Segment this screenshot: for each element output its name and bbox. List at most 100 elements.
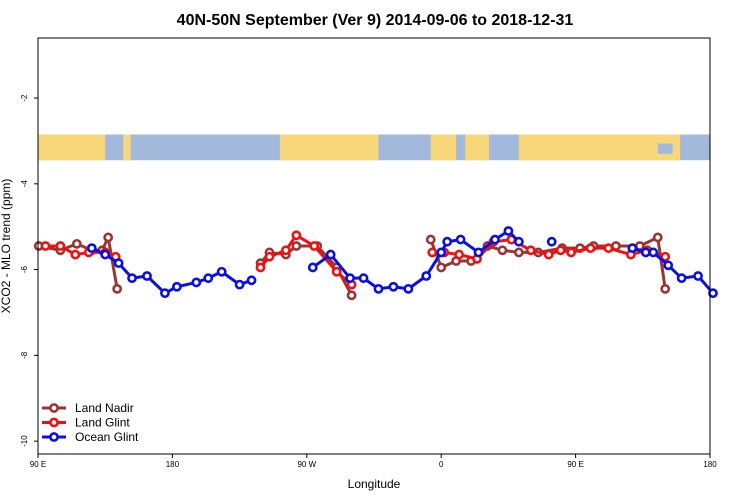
data-point (427, 247, 438, 258)
data-point (55, 241, 66, 251)
data-point (103, 232, 114, 243)
data-point (442, 236, 453, 247)
legend-entry: Land Nadir (75, 401, 134, 415)
data-point (454, 249, 465, 260)
series-line (259, 233, 353, 286)
legend-swatch-marker (49, 403, 59, 413)
data-point (309, 241, 320, 251)
x-tick-label: 90 E (30, 460, 46, 469)
data-point (291, 241, 302, 251)
data-point (127, 273, 137, 284)
data-point (676, 273, 687, 284)
data-point (497, 245, 508, 256)
data-point (280, 245, 291, 256)
data-point (113, 258, 124, 269)
data-point (652, 232, 663, 243)
data-point (40, 241, 51, 251)
x-tick-label: 180 (703, 460, 717, 469)
data-point (255, 262, 266, 273)
data-point (513, 247, 524, 258)
series-ocean-glint (86, 226, 718, 299)
data-point (566, 247, 577, 258)
legend-entry: Land Glint (75, 416, 130, 430)
data-point (358, 273, 369, 284)
data-point (543, 249, 554, 260)
data-point (503, 226, 514, 236)
x-tick-label: 90 E (567, 460, 583, 469)
data-point (403, 283, 414, 294)
data-point (473, 247, 484, 258)
x-tick-label: 0 (439, 460, 444, 469)
legend-entry: Ocean Glint (75, 430, 139, 444)
data-point (307, 262, 318, 273)
data-point (203, 273, 214, 284)
data-point (425, 234, 436, 245)
data-point (160, 288, 170, 299)
y-axis-label: XCO2 - MLO trend (ppm) (0, 179, 13, 314)
data-point (373, 283, 384, 294)
data-point (388, 281, 399, 292)
data-point (421, 271, 432, 281)
map-land-2 (279, 134, 379, 161)
map-land-4 (465, 134, 489, 161)
x-tick-label: 180 (166, 460, 180, 469)
data-point (171, 281, 182, 292)
data-point (142, 271, 152, 281)
y-tick-label: -4 (20, 180, 29, 188)
world-map-strip (38, 134, 710, 161)
data-point (546, 236, 557, 247)
data-point (455, 234, 466, 245)
y-tick-label: -8 (20, 351, 29, 359)
x-tick-label: 90 W (297, 460, 316, 469)
data-point (660, 251, 671, 262)
data-point (100, 249, 111, 260)
data-point (291, 230, 302, 241)
data-point (345, 273, 356, 284)
data-point (264, 251, 275, 262)
map-water-1 (493, 143, 509, 154)
data-point (112, 283, 123, 294)
data-point (627, 243, 638, 254)
data-point (663, 260, 674, 271)
plot-frame (37, 37, 711, 455)
data-point (603, 243, 614, 254)
data-point (436, 262, 447, 273)
data-point (555, 245, 566, 256)
data-point (708, 288, 718, 299)
data-point (525, 245, 536, 256)
chart-title: 40N-50N September (Ver 9) 2014-09-06 to … (177, 12, 574, 29)
data-point (325, 249, 336, 260)
x-axis-ticks: 90 E 180 90 W 0 90 E 180 (30, 454, 717, 469)
data-point (693, 271, 703, 281)
data-point (86, 243, 97, 254)
data-point (331, 266, 342, 277)
data-point (246, 275, 257, 286)
data-point (70, 249, 81, 260)
data-point (648, 247, 659, 258)
data-point (346, 290, 357, 301)
data-point (585, 243, 596, 254)
series-layer (33, 226, 718, 301)
legend-swatch-marker (49, 432, 59, 442)
data-point (513, 236, 524, 247)
x-axis-label: Longitude (348, 477, 401, 491)
data-point (191, 277, 202, 288)
map-water-2 (657, 143, 673, 154)
y-tick-label: -2 (20, 94, 29, 102)
y-tick-label: -10 (20, 435, 29, 447)
data-point (640, 247, 651, 258)
data-point (660, 283, 671, 294)
data-point (71, 238, 82, 249)
data-point (234, 279, 245, 290)
map-land-3 (430, 134, 457, 161)
map-water-0 (381, 143, 412, 154)
map-land-5 (518, 134, 681, 161)
map-land-0 (38, 134, 106, 161)
data-point (436, 247, 447, 258)
y-axis-ticks: -2 -4 -6 -8 -10 (20, 94, 38, 447)
legend-swatch-marker (49, 417, 59, 428)
data-point (490, 234, 500, 245)
y-tick-label: -6 (20, 265, 29, 273)
